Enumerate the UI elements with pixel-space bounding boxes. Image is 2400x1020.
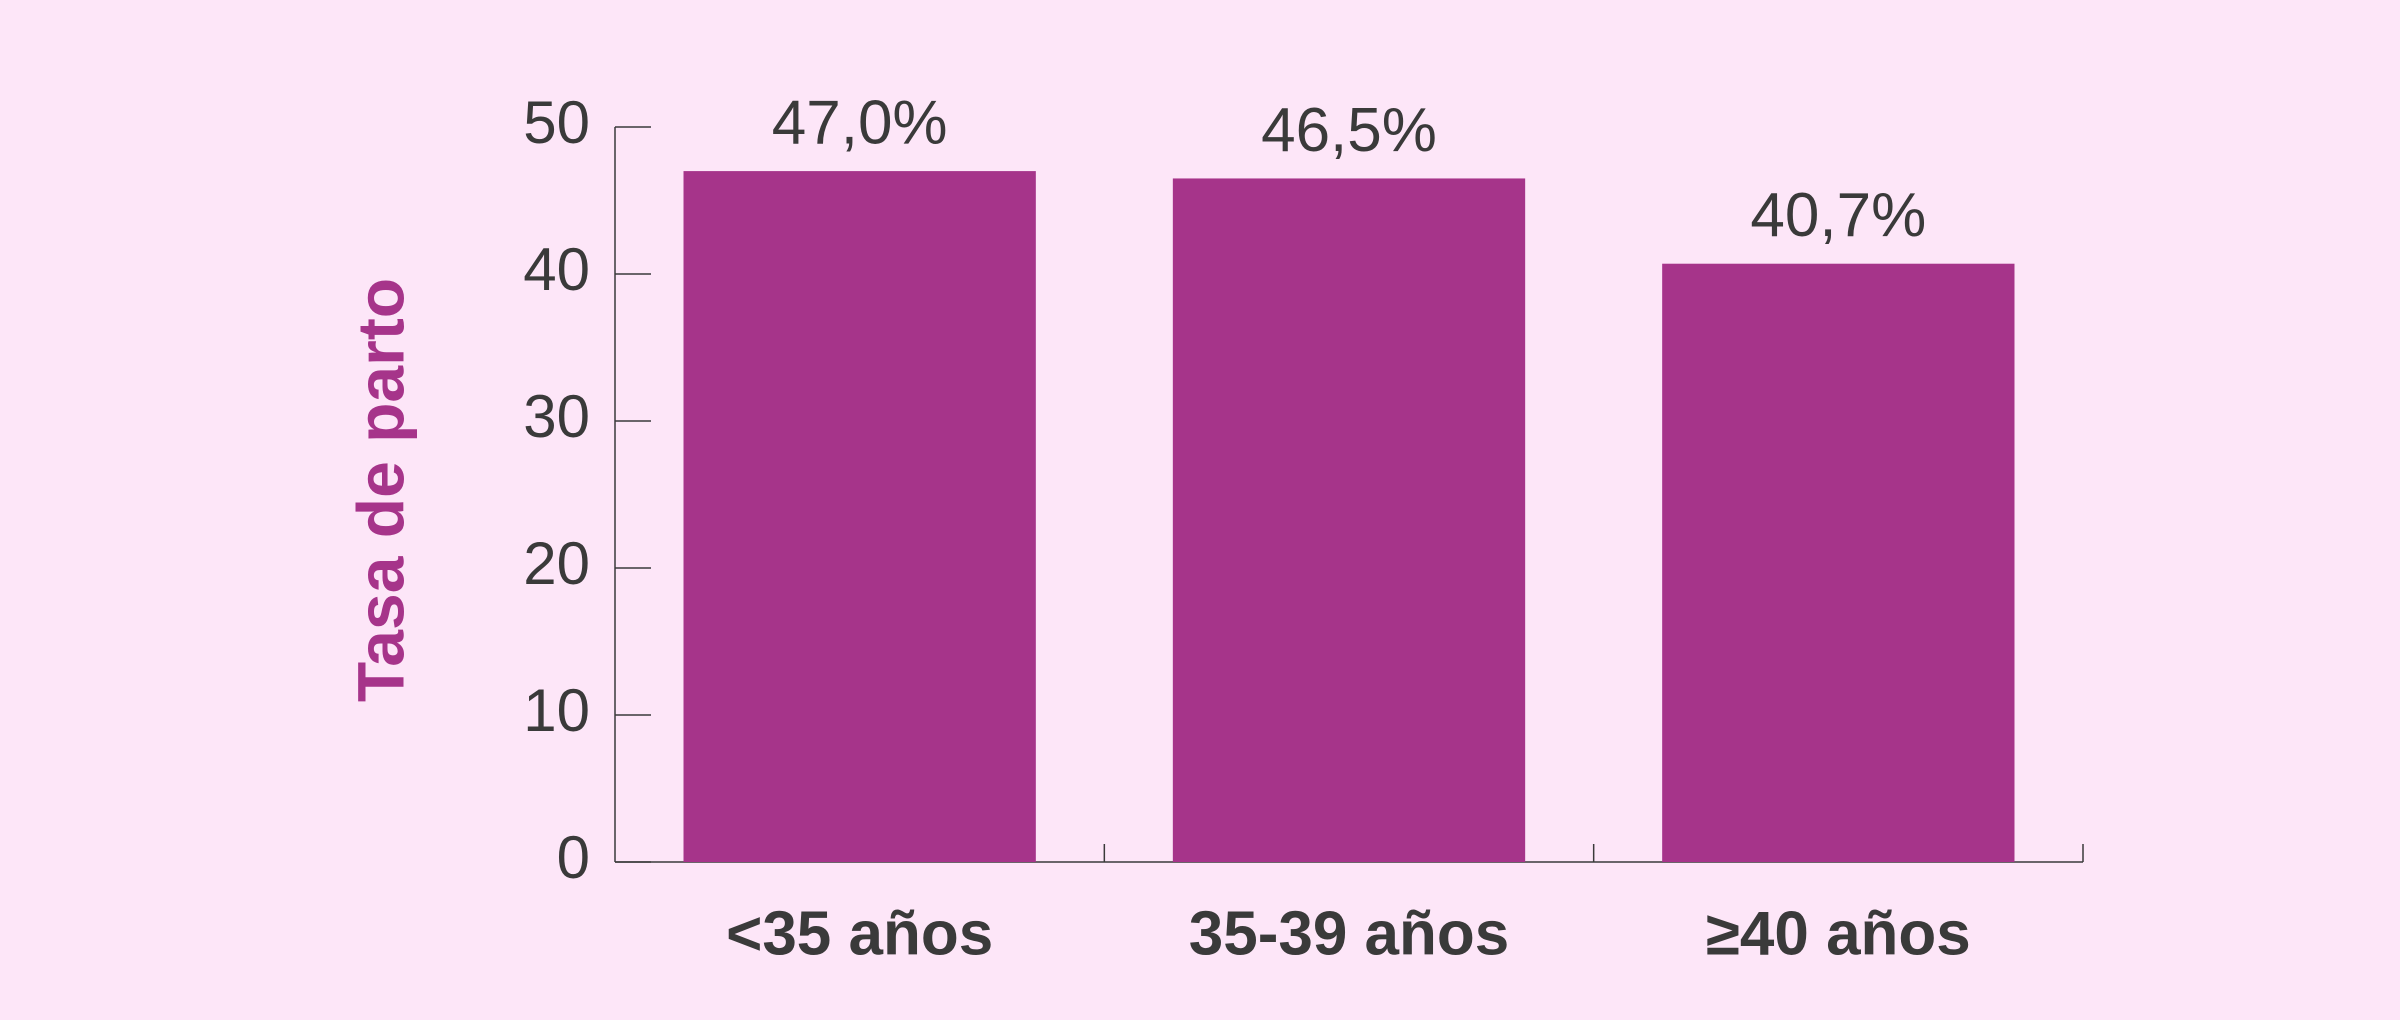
y-tick-label: 10 (523, 677, 590, 744)
x-tick-label: <35 años (726, 899, 993, 968)
y-tick-label: 20 (523, 530, 590, 597)
x-tick-label: 35-39 años (1189, 899, 1510, 968)
y-tick-label: 30 (523, 383, 590, 450)
x-tick-label: ≥40 años (1706, 899, 1971, 968)
y-tick-label: 0 (557, 824, 590, 891)
value-label: 40,7% (1750, 181, 1926, 250)
value-label: 46,5% (1261, 96, 1437, 165)
y-axis-title: Tasa de parto (343, 278, 417, 702)
y-tick-label: 40 (523, 236, 590, 303)
value-label: 47,0% (772, 88, 948, 157)
bar (683, 171, 1036, 863)
y-tick-label: 50 (523, 89, 590, 156)
bar (1662, 263, 2015, 863)
bar (1172, 178, 1526, 862)
